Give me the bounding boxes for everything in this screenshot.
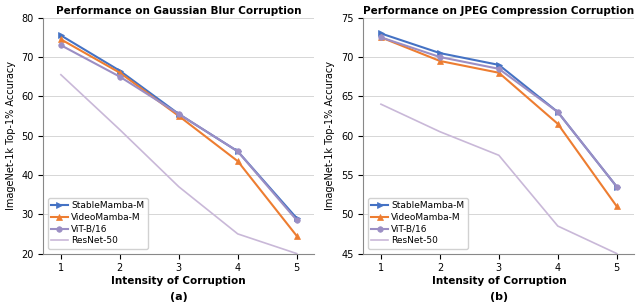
Text: (b): (b) [490,292,508,302]
Legend: StableMamba-M, VideoMamba-M, ViT-B/16, ResNet-50: StableMamba-M, VideoMamba-M, ViT-B/16, R… [48,198,148,249]
VideoMamba-M [57,38,65,41]
ResNet-50 [293,252,301,255]
Line: ViT-B/16: ViT-B/16 [378,34,620,189]
ResNet-50 [613,252,621,255]
StableMamba-M [57,34,65,37]
ViT-B/16 [554,110,562,114]
VideoMamba-M [613,205,621,208]
ResNet-50 [495,153,502,157]
ViT-B/16 [116,75,124,79]
StableMamba-M [175,112,182,116]
X-axis label: Intensity of Corruption: Intensity of Corruption [111,276,246,286]
StableMamba-M [377,32,385,35]
Line: StableMamba-M: StableMamba-M [58,33,300,221]
ResNet-50 [116,128,124,132]
StableMamba-M [554,110,562,114]
VideoMamba-M [554,122,562,126]
Title: Performance on JPEG Compression Corruption: Performance on JPEG Compression Corrupti… [364,6,634,16]
VideoMamba-M [377,35,385,39]
ViT-B/16 [495,67,502,71]
StableMamba-M [116,69,124,73]
VideoMamba-M [175,114,182,118]
ViT-B/16 [613,185,621,188]
Line: StableMamba-M: StableMamba-M [378,31,620,189]
Y-axis label: ImageNet-1k Top-1% Accuracy: ImageNet-1k Top-1% Accuracy [326,61,335,210]
StableMamba-M [436,51,444,55]
Line: ViT-B/16: ViT-B/16 [58,43,300,223]
Legend: StableMamba-M, VideoMamba-M, ViT-B/16, ResNet-50: StableMamba-M, VideoMamba-M, ViT-B/16, R… [368,198,468,249]
ResNet-50 [377,102,385,106]
Line: VideoMamba-M: VideoMamba-M [58,37,300,239]
ViT-B/16 [377,35,385,39]
VideoMamba-M [495,71,502,75]
VideoMamba-M [293,234,301,238]
Title: Performance on Gaussian Blur Corruption: Performance on Gaussian Blur Corruption [56,6,301,16]
ViT-B/16 [175,112,182,116]
ViT-B/16 [293,218,301,222]
ResNet-50 [57,73,65,77]
VideoMamba-M [234,159,241,163]
Line: ResNet-50: ResNet-50 [61,75,297,253]
Y-axis label: ImageNet-1k Top-1% Accuracy: ImageNet-1k Top-1% Accuracy [6,61,15,210]
ResNet-50 [175,185,182,188]
Line: VideoMamba-M: VideoMamba-M [378,34,620,209]
StableMamba-M [613,185,621,188]
ViT-B/16 [234,149,241,153]
ViT-B/16 [57,43,65,47]
StableMamba-M [234,149,241,153]
Line: ResNet-50: ResNet-50 [381,104,617,253]
StableMamba-M [495,63,502,67]
X-axis label: Intensity of Corruption: Intensity of Corruption [431,276,566,286]
VideoMamba-M [436,59,444,63]
VideoMamba-M [116,71,124,75]
ResNet-50 [436,130,444,134]
Text: (a): (a) [170,292,188,302]
ResNet-50 [554,224,562,228]
ResNet-50 [234,232,241,236]
StableMamba-M [293,216,301,220]
ViT-B/16 [436,55,444,59]
